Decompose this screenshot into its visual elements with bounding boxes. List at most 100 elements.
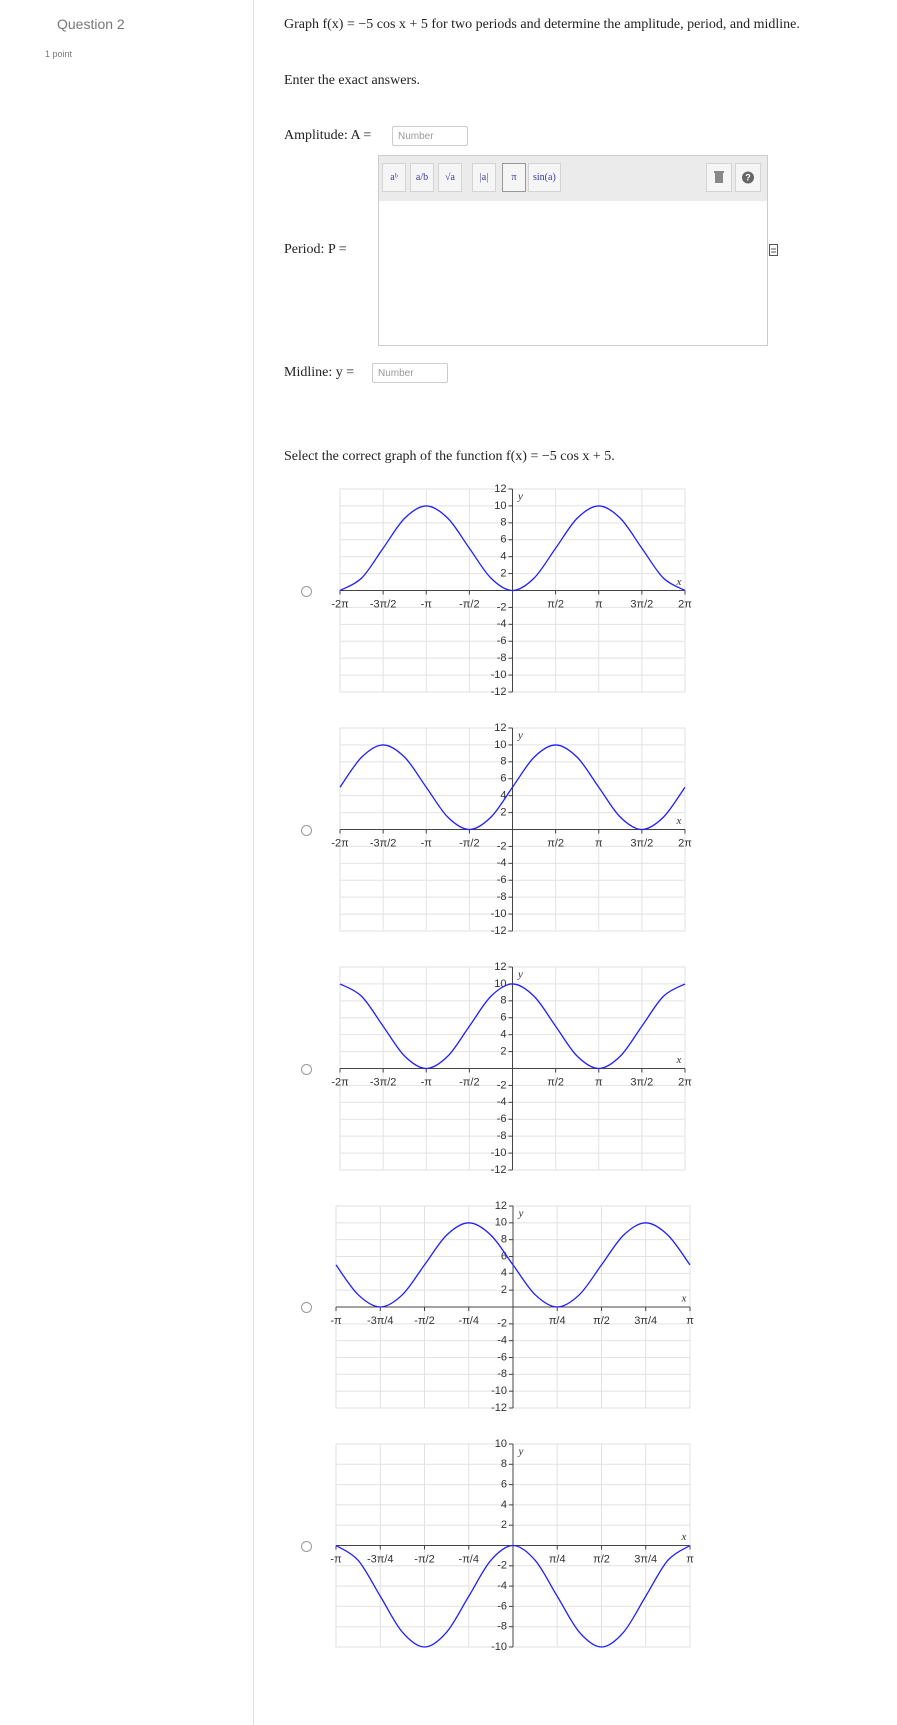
function-curve xyxy=(339,505,686,592)
x-tick-label: -3π/4 xyxy=(367,1315,394,1327)
field-label: Midline: y = xyxy=(284,365,355,380)
x-tick-label: -2π xyxy=(331,837,349,849)
x-tick-label: -π xyxy=(421,598,433,610)
y-tick-label: 8 xyxy=(500,756,506,768)
x-tick-label: -3π/2 xyxy=(370,837,397,849)
y-tick-label: -2 xyxy=(497,1079,507,1091)
y-tick-label: 2 xyxy=(501,1519,507,1531)
y-tick-label: 4 xyxy=(500,1029,506,1041)
prompt: Graph f(x) = −5 cos x + 5 for two period… xyxy=(284,17,800,32)
y-tick-label: 10 xyxy=(495,1217,507,1229)
x-tick-label: -π/2 xyxy=(414,1315,434,1327)
x-tick-label: 2π xyxy=(678,1076,692,1088)
x-tick-label: -3π/2 xyxy=(370,1076,397,1088)
toolbar-button[interactable]: π xyxy=(502,163,526,192)
field-label: Period: P = xyxy=(284,242,347,257)
y-tick-label: -6 xyxy=(497,1113,507,1125)
midline-input[interactable]: Number xyxy=(372,363,448,383)
math-editor[interactable]: aᵇ a/b √a |a| π sin(a) ? xyxy=(378,155,768,346)
y-tick-label: -2 xyxy=(497,601,507,613)
function-curve xyxy=(335,1222,691,1308)
radio-option[interactable] xyxy=(301,1302,312,1313)
function-curve xyxy=(335,1544,691,1648)
y-tick-label: 12 xyxy=(494,722,506,734)
x-tick-label: π/4 xyxy=(549,1315,566,1327)
toolbar-button[interactable]: aᵇ xyxy=(382,163,406,192)
x-tick-label: π/2 xyxy=(547,837,564,849)
y-tick-label: 4 xyxy=(500,790,506,802)
y-tick-label: 12 xyxy=(494,961,506,973)
y-tick-label: -4 xyxy=(497,618,507,630)
y-tick-label: 2 xyxy=(500,567,506,579)
y-tick-label: -8 xyxy=(497,1130,507,1142)
y-tick-label: -12 xyxy=(491,686,507,698)
y-tick-label: -4 xyxy=(497,1335,507,1347)
toolbar-button[interactable]: √a xyxy=(438,163,462,192)
y-tick-label: -10 xyxy=(491,908,507,920)
x-tick-label: -π/2 xyxy=(459,1076,479,1088)
y-tick-label: -2 xyxy=(497,840,507,852)
y-tick-label: 12 xyxy=(495,1200,507,1212)
column-divider xyxy=(253,0,254,1725)
toolbar-button[interactable]: |a| xyxy=(472,163,496,192)
instruction: Enter the exact answers. xyxy=(284,73,421,88)
x-axis-label: x xyxy=(676,576,682,588)
y-tick-label: -4 xyxy=(497,1096,507,1108)
y-tick-label: -6 xyxy=(497,635,507,647)
plot-frame xyxy=(339,966,686,1171)
radio-option[interactable] xyxy=(301,824,312,836)
help-button[interactable]: ? xyxy=(735,163,761,192)
y-tick-label: -6 xyxy=(497,1600,507,1612)
y-axis-label: y xyxy=(517,969,523,981)
y-tick-label: -10 xyxy=(491,1385,507,1397)
y-tick-label: -10 xyxy=(491,1147,507,1159)
y-tick-label: 2 xyxy=(500,806,506,818)
y-tick-label: 4 xyxy=(500,551,506,563)
x-tick-label: 3π/2 xyxy=(630,837,653,849)
y-tick-label: -12 xyxy=(491,1164,507,1176)
plot-frame xyxy=(335,1443,691,1648)
svg-text:?: ? xyxy=(745,172,751,182)
y-tick-label: 10 xyxy=(495,1438,507,1450)
paste-icon xyxy=(769,244,778,256)
toolbar-button[interactable]: a/b xyxy=(410,163,434,192)
y-axis-label: y xyxy=(517,730,523,742)
select-prompt: Select the correct graph of the function… xyxy=(284,449,615,464)
x-tick-label: π xyxy=(686,1315,694,1327)
y-tick-label: -8 xyxy=(497,1368,507,1380)
x-axis-label: x xyxy=(681,1293,687,1305)
plot-frame xyxy=(335,1205,691,1409)
x-tick-label: -3π/4 xyxy=(367,1553,394,1565)
x-tick-label: π xyxy=(595,837,603,849)
radio-option[interactable] xyxy=(301,585,312,597)
function-curve xyxy=(339,983,686,1070)
x-tick-label: -π/2 xyxy=(459,598,479,610)
function-curve xyxy=(339,744,686,831)
x-tick-label: -π/4 xyxy=(459,1315,479,1327)
x-tick-label: -2π xyxy=(331,598,349,610)
y-tick-label: 8 xyxy=(501,1458,507,1470)
x-tick-label: -3π/2 xyxy=(370,598,397,610)
radio-option[interactable] xyxy=(301,1063,312,1075)
y-tick-label: -2 xyxy=(497,1318,507,1330)
amplitude-input[interactable]: Number xyxy=(392,126,468,146)
trash-button[interactable] xyxy=(706,163,732,192)
y-tick-label: -12 xyxy=(491,1402,507,1414)
y-tick-label: -8 xyxy=(497,891,507,903)
y-tick-label: 6 xyxy=(501,1250,507,1262)
radio-option[interactable] xyxy=(301,1540,312,1552)
x-tick-label: 3π/2 xyxy=(630,1076,653,1088)
y-tick-label: -6 xyxy=(497,1351,507,1363)
toolbar-button[interactable]: sin(a) xyxy=(528,163,561,192)
y-tick-label: 10 xyxy=(494,739,506,751)
y-axis-label: y xyxy=(517,491,523,503)
y-tick-label: 10 xyxy=(494,978,506,990)
y-axis-label: y xyxy=(518,1446,524,1458)
y-tick-label: 8 xyxy=(501,1234,507,1246)
x-axis-label: x xyxy=(681,1531,687,1543)
x-tick-label: π xyxy=(595,1076,603,1088)
x-tick-label: 3π/2 xyxy=(630,598,653,610)
x-tick-label: -2π xyxy=(331,1076,349,1088)
x-tick-label: 2π xyxy=(678,598,692,610)
